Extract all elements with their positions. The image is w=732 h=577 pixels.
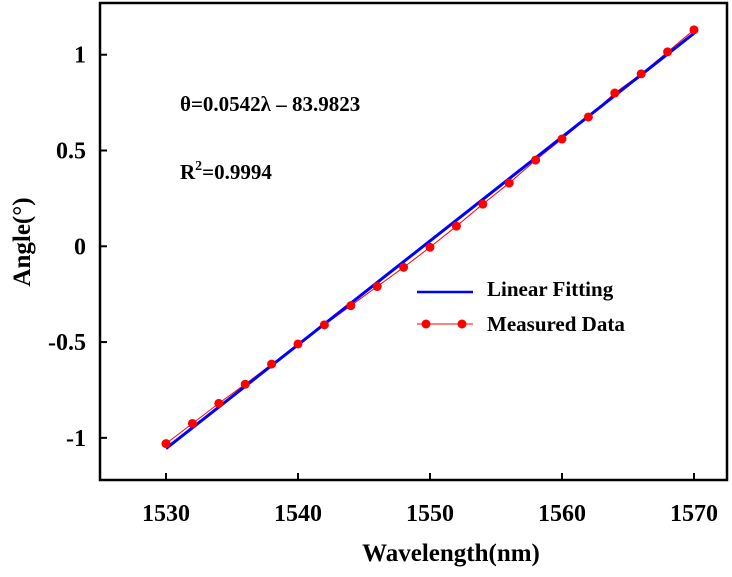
data-point-measured-data bbox=[214, 398, 224, 408]
data-point-measured-data bbox=[663, 47, 673, 57]
legend-marker-measured-data-2 bbox=[457, 319, 467, 329]
data-point-measured-data bbox=[425, 242, 435, 252]
data-point-measured-data bbox=[610, 88, 620, 98]
y-tick-label: -0.5 bbox=[48, 330, 86, 356]
plot-frame bbox=[98, 1, 729, 482]
data-point-measured-data bbox=[689, 25, 699, 35]
data-point-measured-data bbox=[557, 134, 567, 144]
x-tick-label: 1570 bbox=[670, 501, 718, 527]
legend-label-linear-fitting: Linear Fitting bbox=[487, 277, 614, 301]
y-tick-label: 0.5 bbox=[56, 139, 86, 165]
y-tick-label: 1 bbox=[74, 43, 86, 69]
r2-superscript: 2 bbox=[195, 159, 202, 174]
x-axis-title: Wavelength(nm) bbox=[362, 540, 540, 567]
data-point-measured-data bbox=[161, 439, 171, 449]
data-point-measured-data bbox=[319, 320, 329, 330]
y-tick-label: -1 bbox=[66, 426, 86, 452]
legend-label-measured-data: Measured Data bbox=[487, 312, 625, 336]
legend: Linear Fitting Measured Data bbox=[417, 277, 625, 336]
r2-annotation: R2=0.9994 bbox=[180, 159, 272, 184]
x-tick-label: 1560 bbox=[538, 501, 586, 527]
y-tick-label: 0 bbox=[74, 234, 86, 260]
r2-value: =0.9994 bbox=[202, 160, 272, 184]
data-point-measured-data bbox=[187, 418, 197, 428]
data-point-measured-data bbox=[346, 301, 356, 311]
x-tick-label: 1550 bbox=[406, 501, 454, 527]
legend-marker-measured-data-1 bbox=[421, 319, 431, 329]
data-point-measured-data bbox=[399, 262, 409, 272]
data-point-measured-data bbox=[478, 199, 488, 209]
series-line-linear-fitting bbox=[165, 32, 695, 450]
x-tick-label: 1540 bbox=[274, 501, 322, 527]
data-point-measured-data bbox=[240, 379, 250, 389]
data-point-measured-data bbox=[583, 112, 593, 122]
data-point-measured-data bbox=[636, 69, 646, 79]
x-tick-label: 1530 bbox=[142, 501, 190, 527]
y-axis-title: Angle(°) bbox=[9, 197, 36, 286]
data-point-measured-data bbox=[267, 359, 277, 369]
equation-annotation: θ=0.0542λ – 83.9823 bbox=[180, 92, 360, 116]
x-axis-ticks: 1530 1540 1550 1560 1570 bbox=[142, 473, 718, 527]
y-axis-ticks: -1 -0.5 0 0.5 1 bbox=[48, 43, 107, 452]
data-point-measured-data bbox=[451, 221, 461, 231]
data-point-measured-data bbox=[372, 282, 382, 292]
series-layer bbox=[161, 25, 699, 450]
data-point-measured-data bbox=[293, 339, 303, 349]
data-point-measured-data bbox=[531, 155, 541, 165]
r2-prefix: R bbox=[180, 160, 196, 184]
data-point-measured-data bbox=[504, 178, 514, 188]
